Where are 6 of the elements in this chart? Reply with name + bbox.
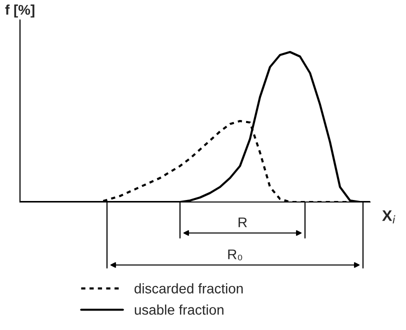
text: R₀ <box>228 250 242 260</box>
legend-label: discarded fraction <box>134 283 243 294</box>
legend-label: usable fraction <box>134 304 224 315</box>
text: R <box>238 218 247 228</box>
y-axis-title: f [%] <box>5 4 34 18</box>
x-axis-title: X$_{i}$ <box>382 210 396 224</box>
